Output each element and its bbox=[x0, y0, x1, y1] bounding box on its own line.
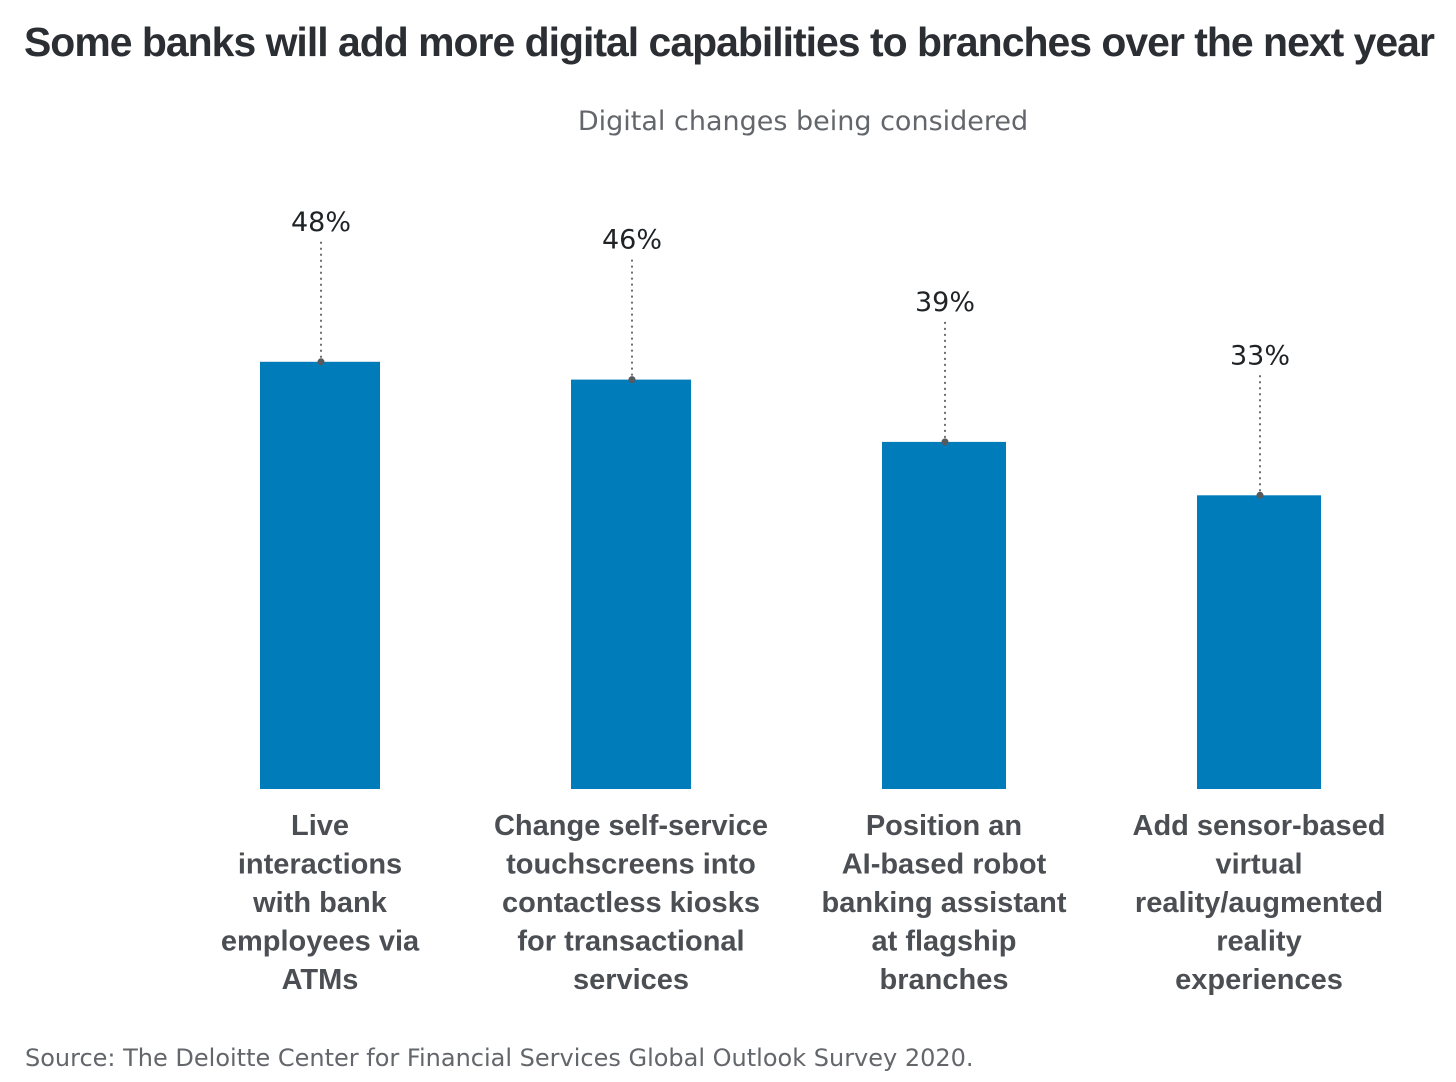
category-labels-group: Live interactions with bank employees via AT… bbox=[221, 810, 1386, 996]
category-label-4-line-1: Add sensor-based bbox=[1133, 810, 1386, 842]
leader-dot-2 bbox=[628, 376, 636, 384]
value-label-1: 48% bbox=[291, 207, 351, 238]
leader-dot-1 bbox=[317, 358, 325, 366]
category-label-4-line-4: reality bbox=[1216, 926, 1301, 958]
chart-title: Some banks will add more digital capabil… bbox=[24, 19, 1435, 65]
category-label-1-line-1: Live bbox=[291, 810, 349, 842]
leader-dot-4 bbox=[1256, 491, 1264, 499]
leader-dot-3 bbox=[941, 438, 949, 446]
category-label-4-line-5: experiences bbox=[1175, 964, 1343, 996]
category-label-2-line-2: touchscreens into bbox=[506, 849, 756, 881]
bars-group: 48% 46% 39% 33% bbox=[260, 207, 1321, 789]
value-label-2: 46% bbox=[602, 225, 662, 256]
category-label-3-line-1: Position an bbox=[866, 810, 1022, 842]
bar-1 bbox=[260, 361, 380, 789]
category-label-3-line-2: AI-based robot bbox=[842, 849, 1047, 881]
category-label-3-line-3: banking assistant bbox=[822, 887, 1067, 919]
category-label-4-line-3: reality/augmented bbox=[1135, 887, 1383, 919]
bar-3 bbox=[882, 441, 1006, 789]
category-label-2-line-3: contactless kiosks bbox=[502, 887, 760, 919]
category-label-3-line-4: at flagship bbox=[871, 926, 1016, 958]
bar-2 bbox=[571, 379, 691, 789]
category-label-3-line-5: branches bbox=[880, 964, 1009, 996]
category-label-1-line-3: with bank bbox=[252, 887, 388, 919]
category-label-2-line-1: Change self-service bbox=[494, 810, 768, 842]
category-label-2-line-5: services bbox=[573, 964, 689, 996]
source-note: Source: The Deloitte Center for Financia… bbox=[25, 1044, 974, 1072]
chart-subtitle: Digital changes being considered bbox=[578, 106, 1028, 137]
category-label-1-line-5: ATMs bbox=[282, 964, 359, 996]
category-label-1-line-2: interactions bbox=[238, 849, 402, 881]
bar-4 bbox=[1197, 495, 1321, 789]
category-label-4-line-2: virtual bbox=[1215, 849, 1302, 881]
value-label-4: 33% bbox=[1230, 340, 1290, 371]
value-label-3: 39% bbox=[915, 287, 975, 318]
category-label-1-line-4: employees via bbox=[221, 926, 420, 958]
category-label-2-line-4: for transactional bbox=[517, 926, 744, 958]
